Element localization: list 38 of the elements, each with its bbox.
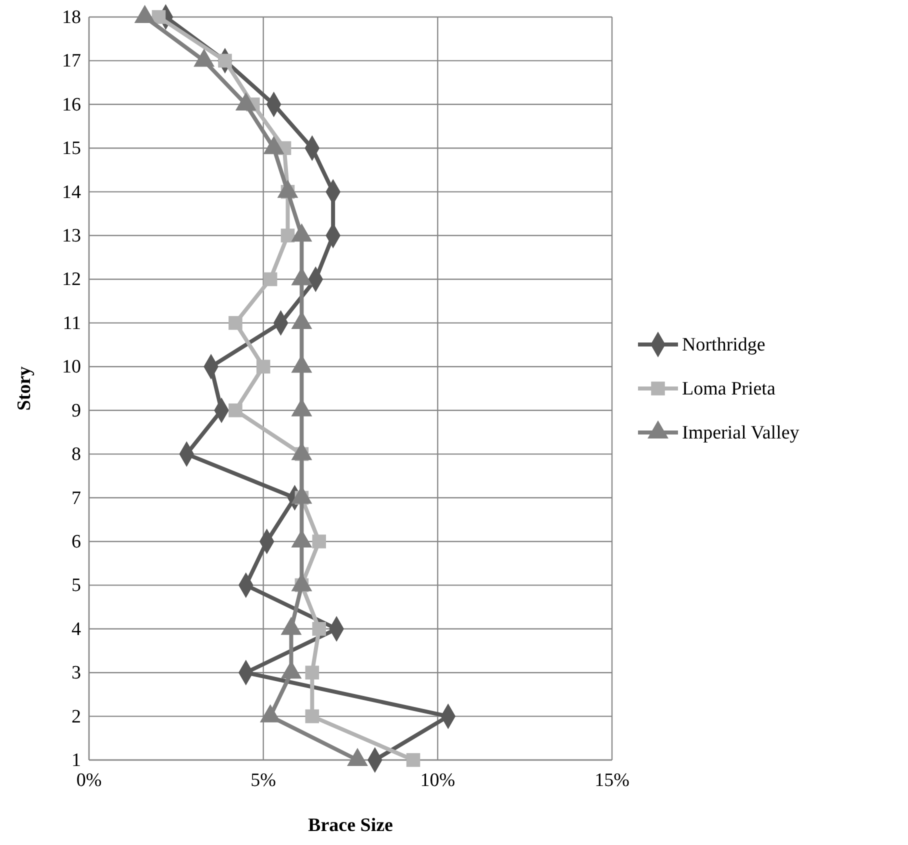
y-tick-label: 5 (72, 575, 81, 596)
y-tick-label: 16 (62, 94, 81, 116)
point (312, 622, 326, 636)
legend-label: Imperial Valley (682, 422, 800, 444)
legend-label: Northridge (682, 334, 766, 356)
y-tick-label: 11 (62, 312, 81, 334)
y-tick-label: 10 (62, 356, 81, 378)
point (263, 272, 278, 286)
y-tick-label: 7 (72, 488, 81, 509)
x-axis-title: Brace Size (308, 815, 393, 836)
point (406, 753, 420, 767)
y-axis-title: Story (14, 366, 35, 411)
y-tick-label: 6 (72, 531, 81, 552)
x-tick-label: 0% (76, 770, 102, 791)
x-tick-label: 15% (594, 770, 630, 791)
y-tick-label: 14 (62, 182, 82, 203)
point (305, 666, 320, 680)
y-tick-label: 13 (62, 226, 81, 247)
y-tick-label: 9 (72, 400, 81, 422)
y-tick-label: 12 (62, 269, 81, 290)
y-tick-label: 15 (62, 138, 81, 160)
x-tick-label: 5% (250, 770, 276, 791)
point (305, 709, 320, 724)
y-tick-label: 18 (62, 7, 81, 28)
x-tick-label: 10% (420, 770, 456, 791)
legend-label: Loma Prieta (682, 378, 776, 400)
y-tick-label: 17 (62, 50, 81, 72)
point (256, 360, 270, 374)
y-tick-label: 4 (72, 618, 82, 640)
point (312, 534, 326, 548)
y-tick-label: 8 (72, 444, 81, 466)
y-tick-label: 1 (72, 750, 81, 771)
y-tick-label: 2 (72, 706, 81, 728)
point (152, 10, 166, 24)
point (228, 316, 242, 330)
point (228, 403, 242, 418)
y-tick-label: 3 (72, 662, 81, 684)
point (280, 228, 295, 242)
